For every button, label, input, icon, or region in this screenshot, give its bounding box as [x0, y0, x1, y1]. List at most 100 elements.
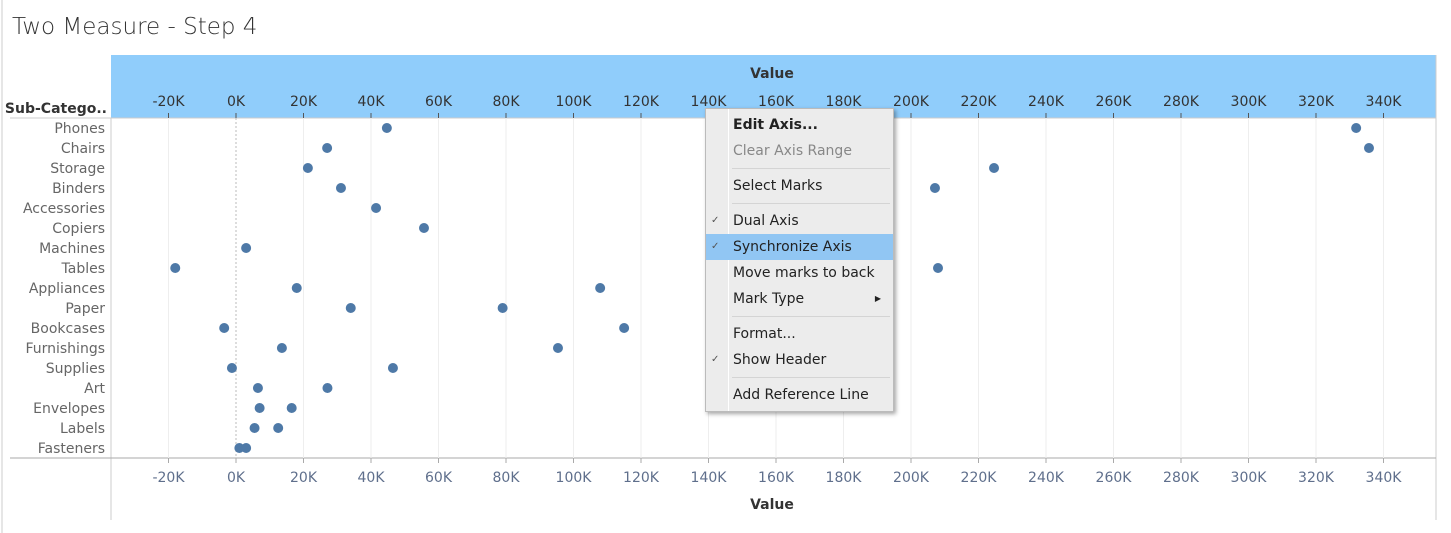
menu-item-edit-axis[interactable]: Edit Axis...: [706, 112, 893, 138]
menu-item-show-header[interactable]: ✓ Show Header: [706, 347, 893, 373]
menu-item-label: Edit Axis...: [733, 117, 818, 133]
data-point-storage-measure-1[interactable]: [302, 163, 313, 173]
menu-item-label: Move marks to back: [733, 265, 875, 281]
data-point-chairs-measure-2[interactable]: [1363, 143, 1374, 153]
category-label-copiers: Copiers: [52, 221, 105, 237]
category-label-art: Art: [84, 381, 105, 397]
bottom-tick-label: 340K: [1366, 470, 1403, 486]
bottom-tick-label: 100K: [556, 470, 593, 486]
top-tick-label: 280K: [1163, 94, 1200, 110]
bottom-tick-label: 280K: [1163, 470, 1200, 486]
category-label-furnishings: Furnishings: [25, 341, 105, 357]
menu-item-mark-type[interactable]: Mark Type ▶: [706, 286, 893, 312]
data-point-tables-measure-1[interactable]: [170, 263, 181, 273]
check-icon: ✓: [711, 354, 720, 365]
bottom-tick-label: 320K: [1298, 470, 1335, 486]
menu-item-dual-axis[interactable]: ✓ Dual Axis: [706, 208, 893, 234]
top-tick-label: 200K: [893, 94, 930, 110]
category-label-supplies: Supplies: [46, 361, 105, 377]
data-point-supplies-measure-1[interactable]: [226, 363, 237, 373]
top-tick-label: 0K: [227, 94, 246, 110]
bottom-tick-label: 80K: [493, 470, 521, 486]
data-point-fasteners-measure-2[interactable]: [241, 443, 252, 453]
category-label-storage: Storage: [50, 161, 105, 177]
data-point-phones-measure-1[interactable]: [381, 123, 392, 133]
check-icon: ✓: [711, 215, 720, 226]
sheet-title: Two Measure - Step 4: [12, 14, 258, 40]
data-point-storage-measure-2[interactable]: [989, 163, 1000, 173]
data-point-chairs-measure-1[interactable]: [322, 143, 333, 153]
menu-item-clear-axis-range[interactable]: Clear Axis Range: [706, 138, 893, 164]
top-tick-label: 260K: [1096, 94, 1133, 110]
bottom-tick-label: 200K: [893, 470, 930, 486]
top-tick-label: -20K: [152, 94, 185, 110]
category-label-tables: Tables: [61, 261, 106, 277]
bottom-tick-label: 300K: [1231, 470, 1268, 486]
data-point-copiers-measure-1[interactable]: [418, 223, 429, 233]
top-tick-label: 340K: [1366, 94, 1403, 110]
menu-item-synchronize-axis[interactable]: ✓ Synchronize Axis: [706, 234, 893, 260]
data-point-paper-measure-2[interactable]: [497, 303, 508, 313]
category-label-machines: Machines: [39, 241, 105, 257]
bottom-tick-label: 0K: [227, 470, 246, 486]
bottom-tick-label: 160K: [758, 470, 795, 486]
data-point-art-measure-1[interactable]: [252, 383, 263, 393]
category-label-paper: Paper: [65, 301, 105, 317]
data-point-tables-measure-2[interactable]: [933, 263, 943, 273]
menu-separator: [732, 203, 890, 204]
menu-item-format[interactable]: Format...: [706, 321, 893, 347]
bottom-tick-label: 40K: [358, 470, 386, 486]
data-point-binders-measure-2[interactable]: [929, 183, 940, 193]
data-point-bookcases-measure-2[interactable]: [619, 323, 630, 333]
menu-item-add-reference-line[interactable]: Add Reference Line: [706, 382, 893, 408]
data-point-bookcases-measure-1[interactable]: [219, 323, 230, 333]
data-point-binders-measure-1[interactable]: [335, 183, 346, 193]
top-tick-label: 180K: [826, 94, 863, 110]
top-tick-label: 20K: [290, 94, 318, 110]
data-point-appliances-measure-1[interactable]: [291, 283, 302, 293]
bottom-tick-label: 240K: [1028, 470, 1065, 486]
data-point-labels-measure-1[interactable]: [249, 423, 260, 433]
data-point-paper-measure-1[interactable]: [345, 303, 356, 313]
submenu-arrow-icon: ▶: [874, 294, 881, 303]
bottom-tick-label: 220K: [961, 470, 998, 486]
menu-item-label: Mark Type: [733, 291, 805, 307]
menu-item-label: Show Header: [733, 352, 827, 368]
category-label-fasteners: Fasteners: [38, 441, 105, 457]
row-header-label: Sub-Catego..: [5, 101, 107, 117]
category-label-chairs: Chairs: [61, 141, 105, 157]
menu-item-label: Clear Axis Range: [733, 143, 852, 159]
menu-item-label: Format...: [733, 326, 796, 342]
check-icon: ✓: [711, 241, 720, 252]
top-axis-header[interactable]: [111, 55, 1436, 118]
data-point-labels-measure-2[interactable]: [273, 423, 284, 433]
data-point-supplies-measure-2[interactable]: [387, 363, 398, 373]
menu-item-select-marks[interactable]: Select Marks: [706, 173, 893, 199]
menu-item-move-marks-to-back[interactable]: Move marks to back: [706, 260, 893, 286]
data-point-accessories-measure-1[interactable]: [371, 203, 382, 213]
data-point-appliances-measure-2[interactable]: [595, 283, 606, 293]
category-label-phones: Phones: [54, 121, 105, 137]
category-label-accessories: Accessories: [23, 201, 105, 217]
data-point-envelopes-measure-1[interactable]: [254, 403, 265, 413]
top-axis-title: Value: [750, 66, 794, 82]
top-tick-label: 80K: [493, 94, 521, 110]
top-tick-label: 220K: [961, 94, 998, 110]
menu-separator: [732, 377, 890, 378]
top-tick-label: 160K: [758, 94, 795, 110]
data-point-envelopes-measure-2[interactable]: [286, 403, 297, 413]
data-point-furnishings-measure-2[interactable]: [552, 343, 563, 353]
axis-context-menu: Edit Axis... Clear Axis Range Select Marks…: [705, 108, 894, 412]
category-label-appliances: Appliances: [29, 281, 105, 297]
data-point-art-measure-2[interactable]: [322, 383, 333, 393]
category-label-labels: Labels: [60, 421, 105, 437]
data-point-furnishings-measure-1[interactable]: [276, 343, 287, 353]
menu-separator: [732, 168, 890, 169]
data-point-machines-measure-1[interactable]: [241, 243, 252, 253]
bottom-tick-label: 140K: [691, 470, 728, 486]
menu-item-label: Add Reference Line: [733, 387, 869, 403]
data-point-phones-measure-2[interactable]: [1351, 123, 1362, 133]
bottom-tick-label: 260K: [1096, 470, 1133, 486]
menu-item-label: Select Marks: [733, 178, 823, 194]
